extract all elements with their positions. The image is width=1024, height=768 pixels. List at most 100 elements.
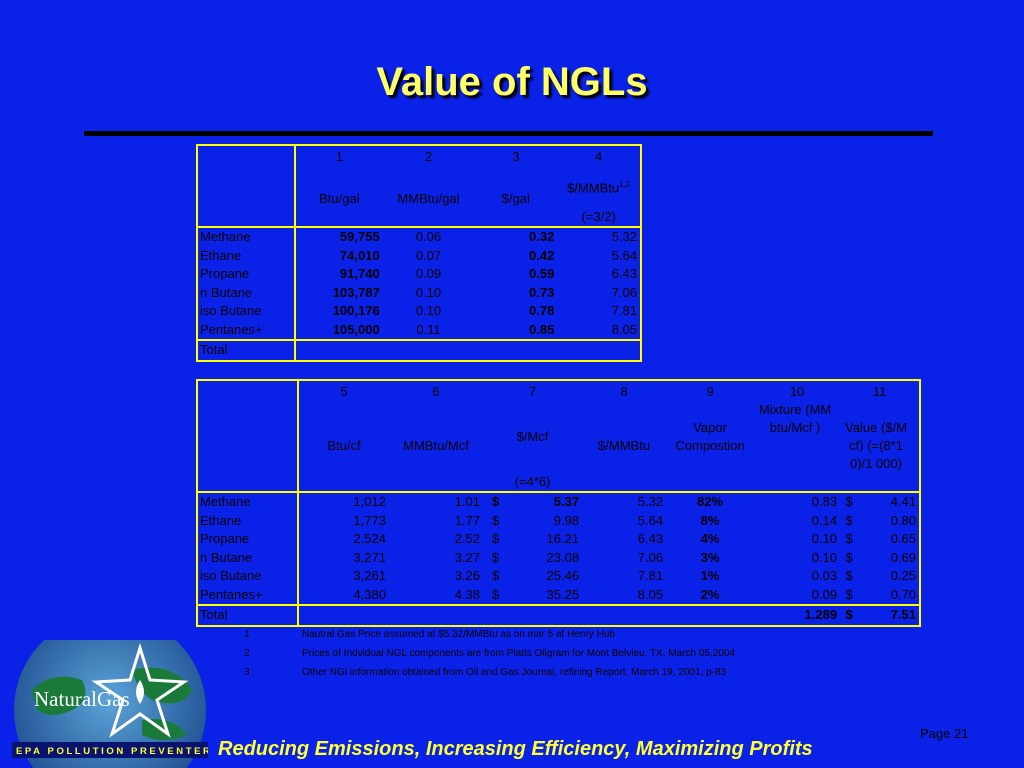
col-header-2: 2 MMBtu/gal	[382, 145, 475, 228]
col-unit: $/gal	[501, 191, 530, 206]
col-formula: (=3/2)	[581, 208, 616, 224]
row-name: Propane	[197, 530, 299, 549]
mmbtu-per-gal: 0.11	[416, 321, 441, 337]
usd-per-mcf: 9.98	[553, 512, 580, 528]
usd-per-mcf: 16.21	[546, 531, 580, 547]
usd-per-mmbtu: 7.81	[637, 568, 664, 584]
total-mixture: 1.289	[754, 604, 841, 626]
ngl-table-per-mcf: 5 Btu/cf 6 MMBtu/Mcf 7 $/Mcf (=4*6) 8 $/…	[196, 379, 921, 627]
col-number: 4	[595, 149, 603, 164]
usd-per-mmbtu: 7.06	[611, 284, 637, 300]
col-header-11: 11 Value ($/Mcf) (=(8*10)/1 000)	[840, 380, 920, 493]
currency-symbol: $	[492, 494, 500, 510]
usd-per-gal: 0.73	[529, 284, 555, 300]
ngl-table-per-gallon: 1 Btu/gal 2 MMBtu/gal 3 $/gal 4 $/MMBtu1…	[196, 144, 642, 362]
usd-per-mmbtu: 5.64	[611, 247, 637, 263]
vapor-composition: 2%	[700, 586, 720, 602]
mixture-mmbtu: 0.83	[811, 494, 838, 510]
col-unit: $/MMBtu	[598, 438, 651, 453]
mmbtu-per-gal: 0.10	[415, 303, 442, 319]
title-divider	[84, 131, 933, 136]
currency-symbol: $	[845, 586, 853, 602]
total-currency: $	[840, 604, 859, 626]
btu-per-gal: 74,010	[339, 247, 380, 263]
star-icon	[91, 642, 189, 738]
table-row: Ethane 1,773 1.77 $9.98 5.64 8% 0.14 $0.80	[197, 511, 920, 530]
mmbtu-per-mcf: 2.52	[454, 531, 480, 547]
mmbtu-per-gal: 0.06	[415, 229, 442, 245]
vapor-composition: 8%	[700, 512, 720, 528]
currency-symbol: $	[845, 494, 853, 510]
footnotes: 1 Nautral Gas Price assumed at $5.32/MMB…	[240, 628, 735, 685]
currency-symbol: $	[845, 568, 853, 584]
footnote-number: 2	[244, 648, 250, 659]
vapor-composition: 3%	[700, 549, 720, 565]
row-name: Ethane	[197, 511, 299, 530]
mixture-mmbtu: 0.10	[811, 549, 838, 565]
row-name: Pentanes+	[197, 585, 299, 605]
currency-symbol: $	[492, 586, 500, 602]
col-unit: Btu/gal	[319, 191, 360, 206]
value-per-mcf: 0.80	[890, 512, 916, 528]
btu-per-gal: 105,000	[332, 321, 380, 337]
usd-per-mmbtu: 7.81	[611, 303, 637, 319]
table1-body: Methane 59,755 0.06 0.32 5.32 Ethane 74,010 0.0…	[197, 227, 641, 340]
footnote: 3 Other NGl information obtained from Oi…	[240, 666, 735, 685]
col-number: 9	[706, 384, 714, 399]
header-blank-cell	[197, 380, 299, 493]
table-row: n Butane 3,271 3.27 $23.08 7.06 3% 0.10 $0.69	[197, 548, 920, 567]
mmbtu-per-mcf: 1.01	[454, 494, 480, 510]
row-name: iso Butane	[197, 567, 299, 586]
slide-title: Value of NGLs	[376, 60, 648, 104]
row-name: Ethane	[197, 246, 297, 265]
continent-shape	[132, 667, 192, 704]
table-row: Methane 59,755 0.06 0.32 5.32	[197, 227, 641, 247]
footnote-number: 1	[244, 629, 250, 640]
continent-shape	[32, 676, 86, 715]
mmbtu-per-gal: 0.07	[415, 247, 442, 263]
btu-per-gal: 103,787	[332, 284, 380, 300]
btu-per-cf: 2,524	[353, 531, 386, 547]
row-name: Propane	[197, 265, 297, 284]
btu-per-cf: 3,271	[353, 549, 386, 565]
flame-icon	[136, 680, 144, 704]
currency-symbol: $	[845, 549, 853, 565]
footnote: 1 Nautral Gas Price assumed at $5.32/MMB…	[240, 628, 735, 647]
usd-per-gal: 0.32	[529, 229, 555, 245]
mmbtu-per-mcf: 1.77	[454, 512, 480, 528]
col-header-4: 4 $/MMBtu1,2 (=3/2)	[557, 145, 641, 228]
col-header-10: 10 Mixture (MMbtu/Mcf )	[754, 380, 841, 493]
col-number: 2	[424, 149, 433, 164]
col-unit: MMBtu/Mcf	[403, 438, 469, 453]
value-per-mcf: 0.70	[890, 586, 916, 602]
footnote-text: Other NGl information obtained from Oil …	[302, 667, 727, 678]
col-unit: Btu/cf	[327, 438, 361, 453]
currency-symbol: $	[492, 568, 500, 584]
footnote-ref: 1,2	[619, 180, 631, 190]
logo-wordmark: NaturalGas	[34, 687, 130, 711]
table-row: Pentanes+ 4,380 4.38 $35.25 8.05 2% 0.09 $0.70	[197, 585, 920, 605]
btu-per-cf: 4,380	[353, 586, 386, 602]
btu-per-cf: 1,773	[353, 512, 386, 528]
col-formula: (=4*6)	[514, 474, 551, 489]
col-header-6: 6 MMBtu/Mcf	[389, 380, 483, 493]
vapor-composition: 4%	[700, 531, 720, 547]
footnote-text: Nautral Gas Price assumed at $5.32/MMBtu…	[302, 629, 615, 640]
usd-per-gal: 0.78	[529, 303, 555, 319]
table-total-row: Total	[197, 339, 641, 361]
table2-body: Methane 1,012 1.01 $5.37 5.32 82% 0.83 $4.41 Eth…	[197, 492, 920, 605]
footnote-number: 3	[244, 667, 250, 678]
usd-per-mmbtu: 5.32	[611, 229, 637, 245]
col-unit: Mixture (MMbtu/Mcf )	[758, 402, 832, 435]
usd-per-gal: 0.59	[529, 266, 555, 282]
total-empty	[298, 604, 755, 626]
table-total-row: Total 1.289 $ 7.51	[197, 604, 920, 626]
value-per-mcf: 4.41	[890, 494, 916, 510]
total-label: Total	[197, 339, 297, 361]
btu-per-gal: 91,740	[339, 266, 380, 282]
row-name: Methane	[197, 227, 297, 247]
usd-per-gal: 0.42	[529, 247, 555, 263]
total-value: 7.51	[858, 604, 920, 626]
col-header-7: 7 $/Mcf (=4*6)	[483, 380, 583, 493]
mmbtu-per-mcf: 3.26	[454, 568, 480, 584]
